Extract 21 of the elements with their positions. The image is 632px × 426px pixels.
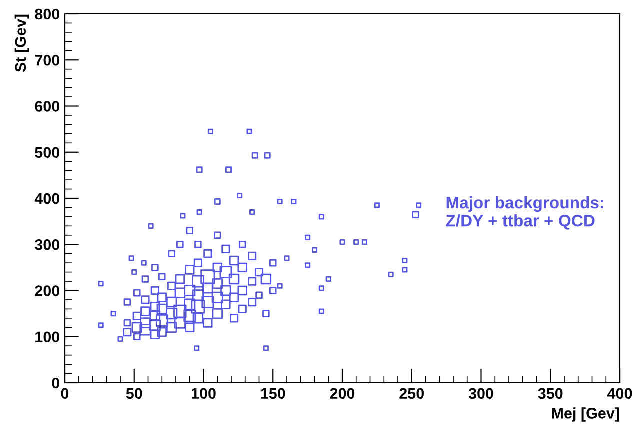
x-tick-label: 150 [261,388,286,400]
x-axis-title: Mej [Gev] [552,408,620,422]
y-tick-label: 100 [36,332,60,343]
y-tick-label: 600 [35,101,60,112]
y-tick-label: 300 [35,239,60,250]
x-tick-label: 50 [126,388,142,400]
x-tick-label: 250 [400,388,424,400]
y-tick-label: 200 [35,286,60,296]
x-tick-label: 200 [330,388,355,400]
y-tick-label: 400 [34,193,60,204]
x-tick-label: 300 [468,388,494,400]
y-tick-label: 700 [35,54,60,66]
x-tick-label: 100 [192,388,216,400]
y-axis-title: St [Gev] [14,14,30,72]
x-tick-label: 0 [61,388,69,400]
y-tick-label: 0 [52,378,60,389]
y-tick-label: 500 [35,147,60,158]
x-tick-label: 350 [538,388,563,400]
x-tick-label: 400 [607,388,632,400]
y-tick-label: 800 [35,8,60,20]
legend-label: Major backgrounds: Z/DY + ttbar + QCD [446,196,604,230]
